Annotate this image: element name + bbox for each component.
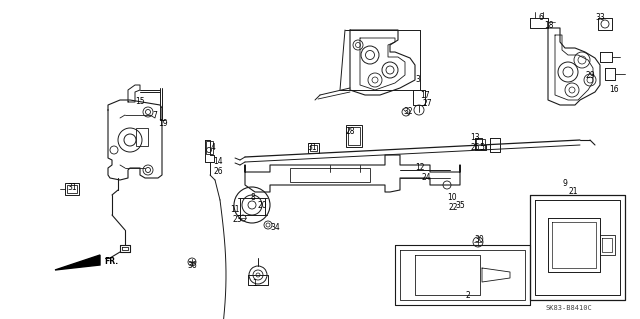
Text: 19: 19 xyxy=(158,120,168,129)
Text: 8: 8 xyxy=(251,194,255,203)
Text: 31: 31 xyxy=(307,144,317,152)
Bar xyxy=(346,125,362,147)
Text: 27: 27 xyxy=(422,99,432,108)
Bar xyxy=(136,128,148,146)
Text: 28: 28 xyxy=(345,127,355,136)
Bar xyxy=(310,145,317,151)
Text: 6: 6 xyxy=(539,13,543,23)
Bar xyxy=(67,185,77,193)
Text: SK83-B8410C: SK83-B8410C xyxy=(545,305,592,311)
Text: 12: 12 xyxy=(415,164,425,173)
Text: 16: 16 xyxy=(609,85,619,94)
Text: 15: 15 xyxy=(135,98,145,107)
Polygon shape xyxy=(55,255,100,270)
Text: 11: 11 xyxy=(230,205,240,214)
Bar xyxy=(290,168,370,182)
Text: 3: 3 xyxy=(415,76,420,85)
Text: 23: 23 xyxy=(232,214,242,224)
Bar xyxy=(65,183,79,195)
Bar xyxy=(308,143,319,153)
Text: 33: 33 xyxy=(595,13,605,23)
Bar xyxy=(206,141,213,154)
Text: 29: 29 xyxy=(585,71,595,80)
Text: 22: 22 xyxy=(448,203,458,211)
Text: 1: 1 xyxy=(253,279,257,288)
Bar xyxy=(476,139,485,149)
Text: FR.: FR. xyxy=(104,257,118,266)
Text: 31: 31 xyxy=(67,183,77,192)
Text: 4: 4 xyxy=(211,144,216,152)
Text: 32: 32 xyxy=(403,108,413,116)
Text: 36: 36 xyxy=(187,261,197,270)
Text: 26: 26 xyxy=(213,167,223,175)
Text: 30: 30 xyxy=(474,235,484,244)
Text: 10: 10 xyxy=(447,194,457,203)
Text: 14: 14 xyxy=(213,158,223,167)
Bar xyxy=(348,127,360,145)
Text: 34: 34 xyxy=(270,224,280,233)
Text: 35: 35 xyxy=(455,202,465,211)
Text: 21: 21 xyxy=(568,188,578,197)
Text: 24: 24 xyxy=(421,173,431,182)
Text: 13: 13 xyxy=(470,133,480,143)
Text: 18: 18 xyxy=(544,21,554,31)
Text: 2: 2 xyxy=(466,291,470,300)
Text: 25: 25 xyxy=(470,143,480,152)
Text: 5: 5 xyxy=(479,144,484,152)
Text: 17: 17 xyxy=(420,91,430,100)
Text: 20: 20 xyxy=(257,202,267,211)
Text: 7: 7 xyxy=(152,112,157,121)
Text: 9: 9 xyxy=(563,180,568,189)
